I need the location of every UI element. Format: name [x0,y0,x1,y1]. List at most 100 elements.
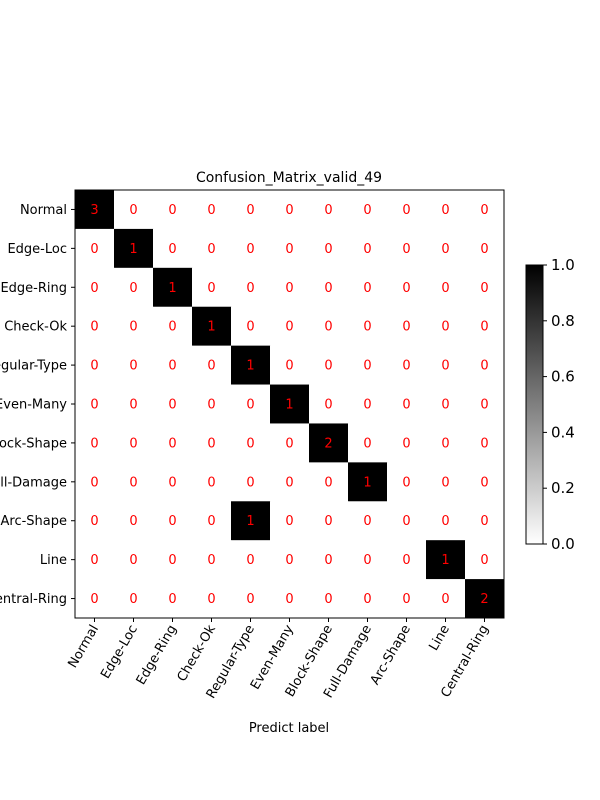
cell-value-label: 0 [168,398,176,413]
heatmap-cell [231,579,271,619]
heatmap-cell [309,306,349,346]
heatmap-cell [114,540,154,580]
heatmap-cell [75,579,115,619]
cell-value-label: 0 [480,514,488,529]
heatmap-cell [348,267,388,308]
y-tick-labels: Normal Edge-Loc Edge-Ring Check-Ok Regular-T… [0,203,75,607]
x-tick-label: Check-Ok [175,622,220,684]
cell-value-label: 0 [480,242,488,257]
cell-value-label: 0 [168,553,176,568]
cell-value-label: 0 [129,553,137,568]
cell-value-label: 0 [168,359,176,374]
heatmap-cell [231,384,271,424]
colorbar [525,264,544,545]
cell-value-label: 0 [324,242,332,257]
heatmap-cell [387,228,427,269]
heatmap-cell [426,462,466,502]
heatmap-cell [387,267,427,308]
cell-value-label: 0 [324,203,332,218]
heatmap-cell [387,423,427,463]
cell-value-label: 0 [402,320,410,335]
cell-value-label: 0 [402,242,410,257]
cell-value-label: 0 [363,553,371,568]
heatmap-cell [231,462,271,502]
heatmap-cell [309,267,349,308]
heatmap-cell [309,423,349,463]
heatmap-cell [348,579,388,619]
heatmap-cell [387,190,427,230]
cell-value-label: 0 [402,514,410,529]
heatmap-cell [114,384,154,424]
cell-value-label: 0 [168,514,176,529]
y-tick-label: Even-Many [0,398,67,413]
cell-value-label: 0 [480,281,488,296]
cell-value-label: 0 [129,359,137,374]
cell-value-label: 0 [324,359,332,374]
cell-value-label: 0 [168,242,176,257]
cell-value-label: 0 [363,203,371,218]
heatmap-cell [348,306,388,346]
cell-value-label: 2 [480,592,488,607]
heatmap-cell [426,228,466,269]
heatmap-cell [231,501,271,541]
colorbar-tick-label: 0.6 [551,368,575,386]
y-tick-label: Edge-Ring [0,281,67,296]
cell-value-label: 0 [129,203,137,218]
heatmap-cell [114,190,154,230]
cell-value-label: 0 [129,436,137,451]
cell-value-label: 0 [207,475,215,490]
cell-value-label: 0 [402,281,410,296]
heatmap-cell [309,384,349,424]
cell-value-label: 0 [363,281,371,296]
cell-value-label: 0 [246,475,254,490]
cell-value-label: 0 [246,242,254,257]
heatmap-cell [114,267,154,308]
cell-value-label: 0 [90,553,98,568]
cell-value-label: 0 [246,320,254,335]
heatmap-cell [309,540,349,580]
heatmap-cell [192,579,232,619]
heatmap-cell [309,190,349,230]
heatmap-cell [465,501,505,541]
cell-value-label: 0 [90,281,98,296]
heatmap-cell [348,345,388,385]
heatmap-cell [270,501,310,541]
cell-value-label: 0 [285,281,293,296]
cell-value-label: 0 [90,514,98,529]
heatmap-cell [153,423,193,463]
cell-value-label: 0 [285,320,293,335]
heatmap-cell [465,306,505,346]
heatmap-cell [75,190,115,230]
heatmap-cell [270,384,310,424]
heatmap-cell [231,267,271,308]
heatmap-cell [465,540,505,580]
cell-value-label: 0 [246,203,254,218]
cell-value-label: 0 [90,475,98,490]
x-tick-label: Line [426,623,453,654]
cell-value-label: 0 [324,320,332,335]
heatmap-cell [75,423,115,463]
heatmap-cell [465,579,505,619]
cell-value-label: 0 [129,398,137,413]
cell-value-label: 0 [363,242,371,257]
cell-value-label: 0 [402,553,410,568]
cell-value-label: 0 [480,553,488,568]
heatmap-cell [114,306,154,346]
heatmap-cell [192,267,232,308]
cell-value-label: 0 [90,242,98,257]
heatmap-cell [75,306,115,346]
heatmap-cell [426,384,466,424]
cell-value-label: 1 [363,475,371,490]
heatmap-cell [465,267,505,308]
cell-value-label: 0 [285,475,293,490]
heatmap-cell [270,462,310,502]
cell-value-label: 0 [324,398,332,413]
cell-value-label: 0 [207,398,215,413]
heatmap-cell [387,345,427,385]
cell-value-label: 0 [363,398,371,413]
heatmap-cell [426,267,466,308]
cell-value-label: 0 [207,281,215,296]
y-tick-label: Full-Damage [0,475,67,490]
heatmap-cell [465,384,505,424]
